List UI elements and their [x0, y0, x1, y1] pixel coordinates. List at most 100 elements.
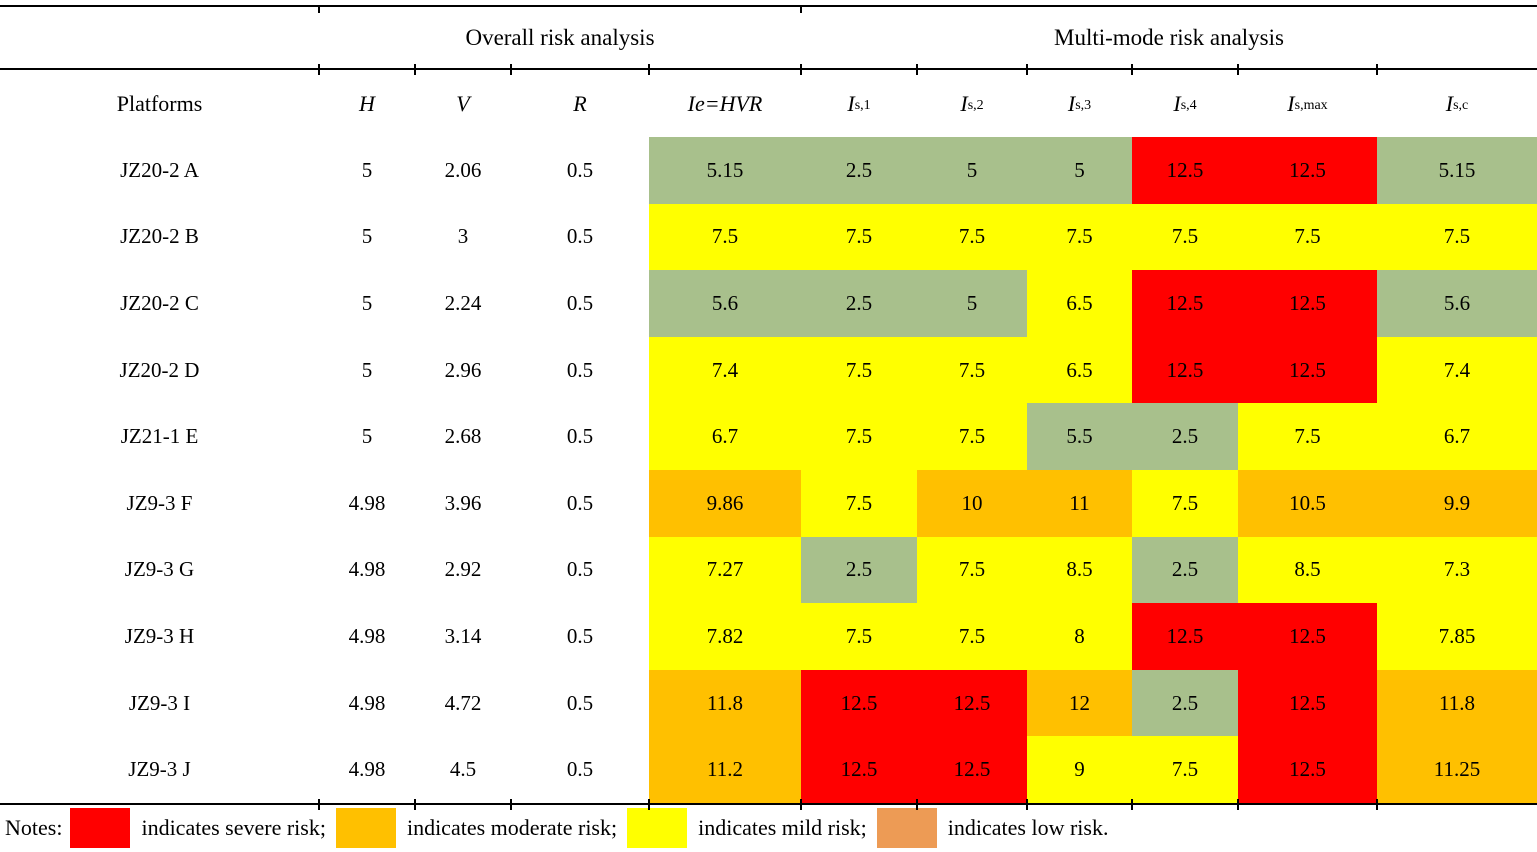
column-header-ie-hvr: Ie=HVR	[687, 90, 763, 116]
risk-value-cell-red: 12.5	[1238, 336, 1377, 404]
risk-value-cell-yellow: 7.82	[649, 603, 801, 670]
v-cell: 2.96	[444, 357, 482, 382]
v-cell: 2.68	[444, 424, 482, 449]
risk-value-cell-red: 12.5	[1132, 270, 1238, 337]
column-boundary-tick	[648, 798, 650, 810]
risk-value-cell-yellow: 7.5	[1238, 403, 1377, 470]
risk-value-cell-yellow: 7.5	[917, 536, 1027, 604]
legend-text: indicates severe risk;	[141, 815, 326, 841]
risk-value-cell-green: 2.5	[1132, 536, 1238, 604]
risk-value-cell-orange: 11.25	[1377, 736, 1537, 803]
risk-value-cell-red: 12.5	[917, 669, 1027, 737]
column-boundary-tick	[318, 798, 320, 810]
risk-value-cell-orange: 10.5	[1238, 469, 1377, 537]
risk-value-cell-red: 12.5	[1238, 603, 1377, 670]
platform-cell: JZ9-3 F	[126, 490, 193, 515]
risk-value-cell-red: 12.5	[1238, 270, 1377, 337]
column-boundary-tick	[1026, 798, 1028, 810]
risk-value-cell-green: 2.5	[801, 536, 917, 604]
column-boundary-tick	[916, 798, 918, 810]
risk-value-cell-yellow: 7.5	[917, 203, 1027, 271]
column-header-platforms: Platforms	[116, 90, 203, 116]
table-bottom-border	[0, 798, 1537, 810]
h-cell: 5	[361, 424, 373, 449]
column-boundary-tick	[1131, 798, 1133, 810]
column-boundary-tick	[916, 64, 918, 75]
risk-value-cell-red: 12.5	[1238, 736, 1377, 803]
r-cell: 0.5	[566, 557, 594, 582]
risk-value-cell-green: 2.5	[801, 137, 917, 204]
risk-value-cell-yellow: 7.4	[649, 336, 801, 404]
risk-value-cell-yellow: 8	[1027, 603, 1132, 670]
column-boundary-tick	[1026, 64, 1028, 75]
column-boundary-tick	[1376, 798, 1378, 810]
v-cell: 3	[457, 224, 469, 249]
risk-value-cell-yellow: 9	[1027, 736, 1132, 803]
risk-value-cell-yellow: 7.4	[1377, 336, 1537, 404]
group-header-overall: Overall risk analysis	[465, 24, 655, 50]
risk-value-cell-green: 5	[917, 270, 1027, 337]
r-cell: 0.5	[566, 290, 594, 315]
v-cell: 4.5	[449, 757, 477, 782]
column-boundary-tick	[648, 64, 650, 75]
risk-value-cell-orange: 12	[1027, 669, 1132, 737]
risk-value-cell-red: 12.5	[1132, 603, 1238, 670]
column-boundary-tick	[1237, 798, 1239, 810]
r-cell: 0.5	[566, 224, 594, 249]
h-cell: 5	[361, 224, 373, 249]
r-cell: 0.5	[566, 157, 594, 182]
column-boundary-tick	[318, 64, 320, 75]
notes-row: Notes: indicates severe risk; indicates m…	[0, 805, 1537, 852]
platform-cell: JZ20-2 D	[119, 357, 200, 382]
risk-value-cell-yellow: 7.5	[801, 336, 917, 404]
risk-value-cell-yellow: 7.3	[1377, 536, 1537, 604]
risk-value-cell-red: 12.5	[917, 736, 1027, 803]
column-boundary-tick	[1131, 64, 1133, 75]
r-cell: 0.5	[566, 623, 594, 648]
risk-value-cell-yellow: 7.5	[1132, 736, 1238, 803]
v-cell: 2.24	[444, 290, 482, 315]
risk-value-cell-yellow: 7.5	[801, 469, 917, 537]
v-cell: 3.14	[444, 623, 482, 648]
risk-value-cell-yellow: 8.5	[1027, 536, 1132, 604]
risk-value-cell-yellow: 7.5	[1132, 203, 1238, 271]
h-cell: 4.98	[348, 757, 386, 782]
risk-value-cell-yellow: 7.5	[917, 403, 1027, 470]
risk-value-cell-yellow: 7.5	[1132, 469, 1238, 537]
risk-value-cell-red: 12.5	[1132, 137, 1238, 204]
risk-value-cell-orange: 11.2	[649, 736, 801, 803]
v-cell: 2.92	[444, 557, 482, 582]
table-body: JZ20-2 A 5 2.06 0.5 5.15 2.5 5 5 12.5 12.5 5.15 JZ2…	[0, 137, 1537, 803]
platform-cell: JZ20-2 B	[120, 224, 199, 249]
risk-value-cell-orange: 9.9	[1377, 469, 1537, 537]
risk-value-cell-yellow: 7.5	[801, 203, 917, 271]
risk-value-cell-yellow: 8.5	[1238, 536, 1377, 604]
risk-value-cell-yellow: 7.5	[1377, 203, 1537, 271]
legend-swatch-orange	[335, 808, 396, 849]
risk-value-cell-green: 5.15	[649, 137, 801, 204]
column-boundary-tick	[510, 64, 512, 75]
risk-value-cell-green: 5.6	[1377, 270, 1537, 337]
v-cell: 3.96	[444, 490, 482, 515]
risk-value-cell-yellow: 7.5	[801, 403, 917, 470]
v-cell: 4.72	[444, 690, 482, 715]
column-boundary-tick	[414, 64, 416, 75]
risk-value-cell-red: 12.5	[801, 736, 917, 803]
legend-swatch-red	[70, 808, 131, 849]
legend-swatch-yellow	[627, 808, 688, 849]
risk-value-cell-yellow: 7.5	[801, 603, 917, 670]
r-cell: 0.5	[566, 424, 594, 449]
legend-text: indicates low risk.	[947, 815, 1109, 841]
risk-value-cell-red: 12.5	[801, 669, 917, 737]
platform-cell: JZ21-1 E	[120, 424, 199, 449]
risk-value-cell-orange: 11	[1027, 469, 1132, 537]
platform-cell: JZ20-2 A	[120, 157, 199, 182]
risk-value-cell-yellow: 6.5	[1027, 270, 1132, 337]
r-cell: 0.5	[566, 757, 594, 782]
risk-value-cell-yellow: 7.5	[649, 203, 801, 271]
